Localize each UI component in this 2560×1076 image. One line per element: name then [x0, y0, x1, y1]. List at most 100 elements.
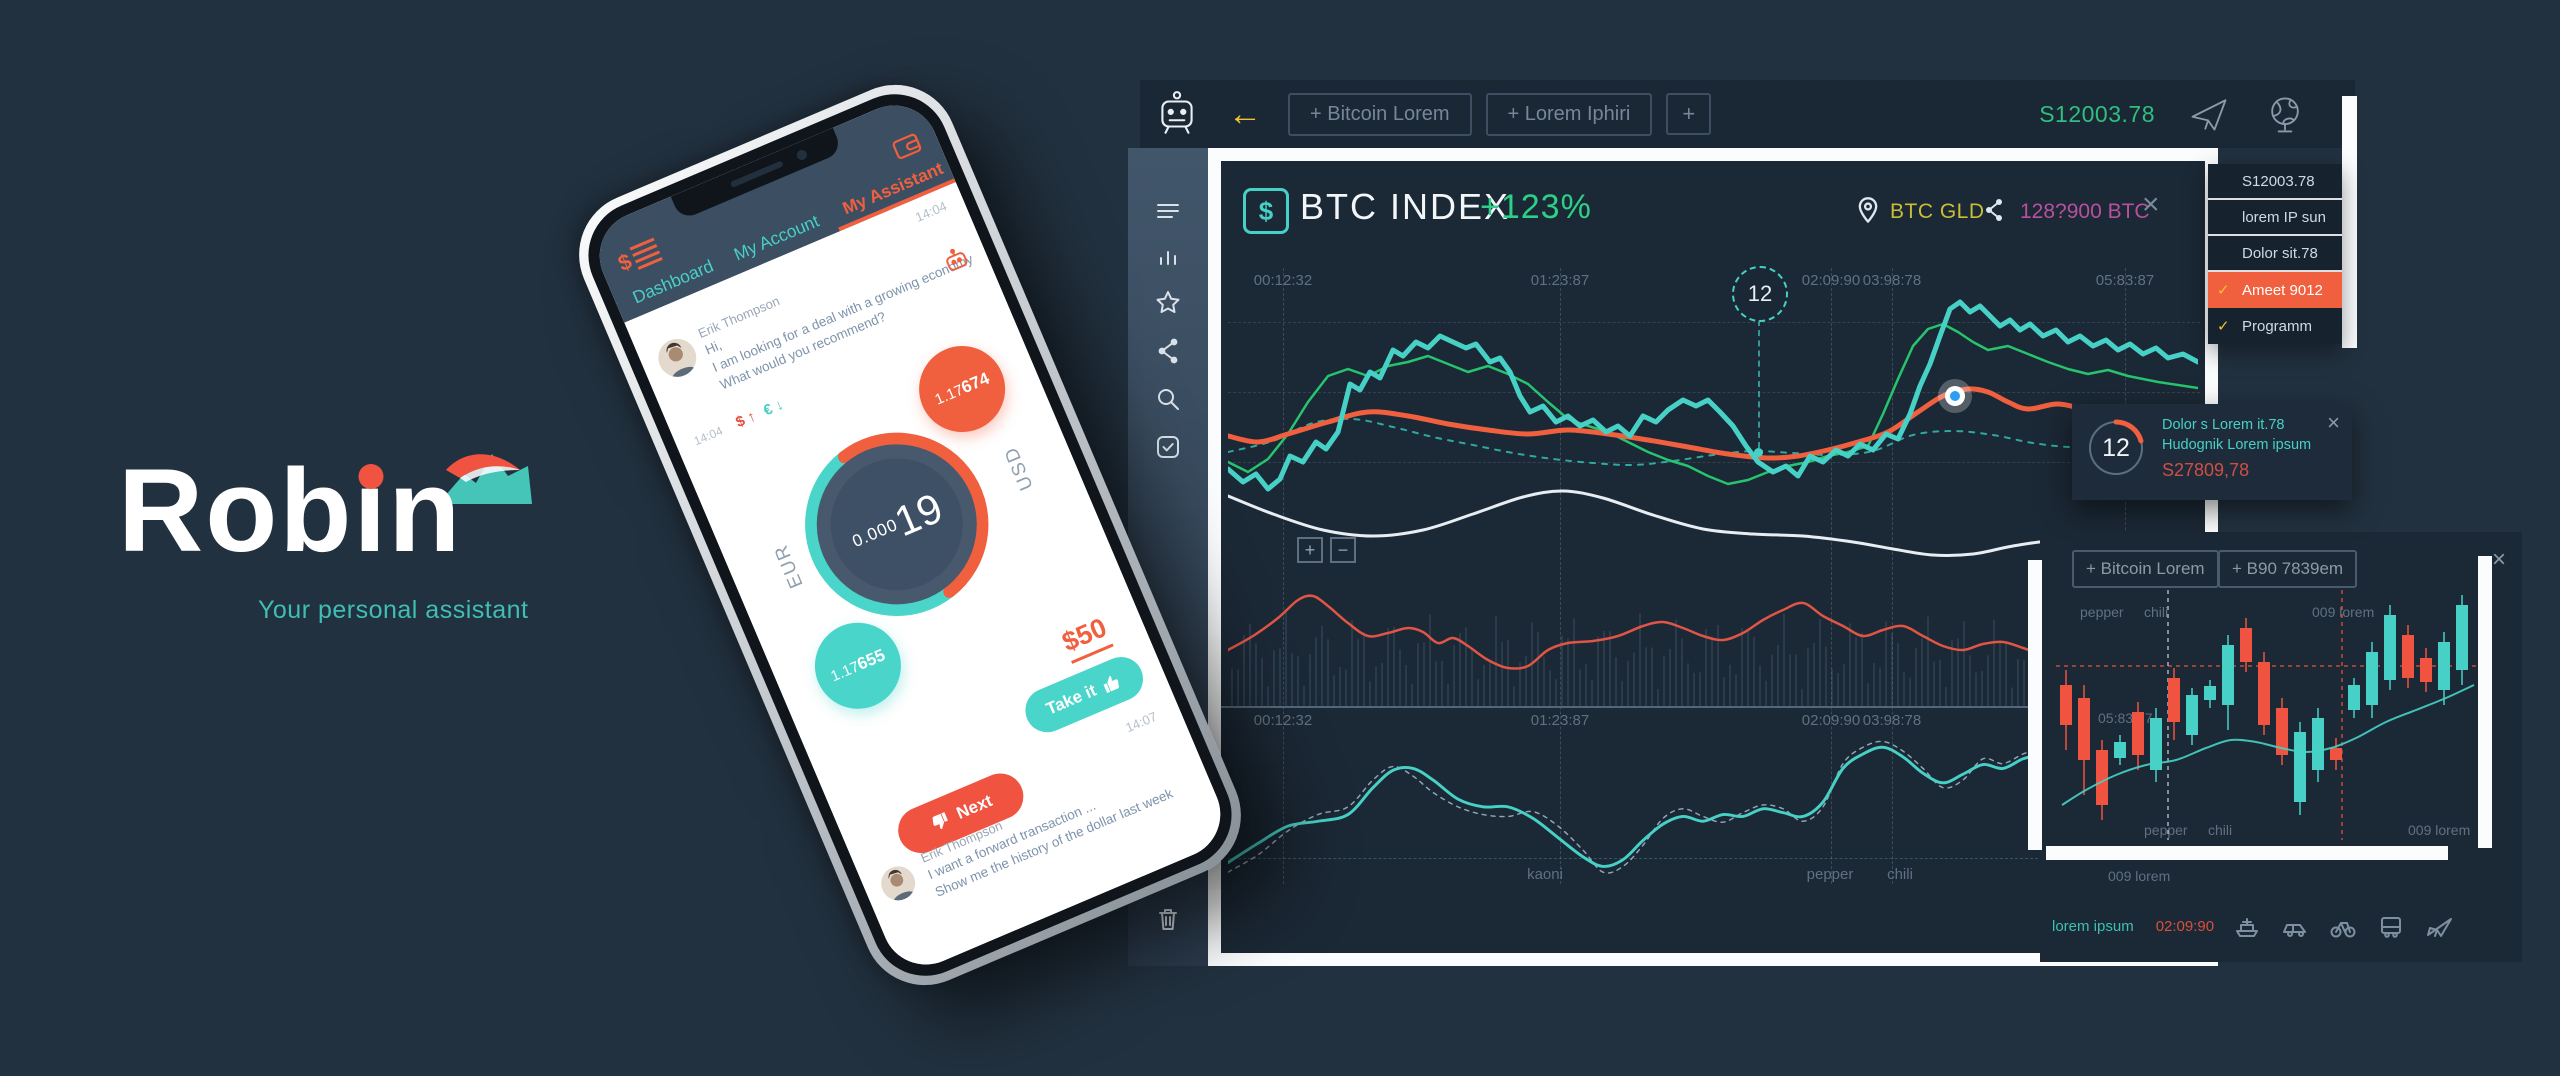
chart-divider — [1221, 706, 2203, 708]
location-pin-icon[interactable] — [1854, 196, 1882, 224]
bar-chart-icon[interactable] — [1153, 242, 1183, 272]
bicycle-icon[interactable] — [2328, 911, 2358, 941]
gridline — [1560, 268, 1561, 884]
axis-tick: 00:12:32 — [1253, 712, 1313, 729]
axis-tick: 02:09:90 — [1801, 712, 1861, 729]
thumb-up-icon — [1103, 676, 1120, 693]
candlestick-panel: + Bitcoin Lorem + B90 7839em × pepper ch… — [2028, 532, 2522, 962]
gridline — [1228, 322, 2200, 323]
menu-item[interactable]: ✓ Programm — [2217, 317, 2313, 336]
menu-item-selected[interactable]: ✓ Ameet 9012 — [2208, 272, 2342, 308]
axis-tick: pepper — [2144, 822, 2188, 838]
phone-screen: $ Dashboard My Account My Assistant — [586, 91, 1234, 979]
footer-time: 02:09:90 — [2155, 917, 2215, 935]
marker-dropline — [1758, 320, 1760, 448]
menu-item[interactable]: lorem IP sun — [2208, 200, 2342, 236]
dashboard-topbar: ← + Bitcoin Lorem + Lorem Iphiri + S1200… — [1140, 80, 2355, 148]
panel-tab-bitcoin-lorem[interactable]: + Bitcoin Lorem — [2072, 550, 2219, 588]
send-plane-icon[interactable] — [2187, 92, 2231, 136]
add-tab-button[interactable]: + — [1666, 93, 1712, 135]
close-icon[interactable]: × — [2142, 188, 2160, 221]
plane-icon[interactable] — [2424, 911, 2454, 941]
sender-name: Erik Thompson — [695, 293, 782, 341]
axis-tick: kaoni — [1527, 866, 1563, 883]
menu-frame-bar — [2342, 96, 2357, 348]
pair-label[interactable]: BTC GLD — [1890, 200, 1985, 223]
close-icon[interactable]: × — [2327, 410, 2340, 435]
active-point-marker[interactable] — [1938, 379, 1972, 413]
thumb-down-icon — [932, 812, 948, 830]
time-marker-bubble: 12 — [1732, 266, 1788, 322]
axis-tick: 03:98:78 — [1862, 712, 1922, 729]
gridline — [1228, 462, 2200, 463]
axis-tick: pepper — [2080, 604, 2124, 620]
wallet-icon[interactable] — [887, 126, 926, 165]
brand-tagline: Your personal assistant — [258, 596, 529, 624]
phone-body: $ Dashboard My Account My Assistant — [559, 65, 1261, 1005]
panel-frame-bar — [2478, 556, 2492, 848]
next-button[interactable]: Next — [891, 766, 1031, 861]
phone-bezel: $ Dashboard My Account My Assistant — [571, 77, 1249, 993]
axis-tick: 01:23:87 — [1530, 272, 1590, 289]
tooltip-price: S27809,78 — [2162, 460, 2250, 480]
topbar-tab-bitcoin-lorem[interactable]: + Bitcoin Lorem — [1288, 92, 1472, 136]
signal-chart — [1226, 730, 2042, 876]
check-icon: ✓ — [2217, 318, 2230, 335]
axis-tick: 01:23:87 — [1530, 712, 1590, 729]
currency-right: USD — [1000, 442, 1038, 494]
zoom-out-button[interactable]: − — [1330, 537, 1356, 563]
volume-amount: 128?900 BTC — [2020, 200, 2150, 223]
dropdown-menu: S12003.78 lorem IP sun Dolor sit.78 ✓ Am… — [2208, 164, 2342, 344]
checkbox-icon[interactable] — [1153, 432, 1183, 462]
share-icon[interactable] — [1153, 336, 1183, 366]
axis-tick: 05:83:87 — [2095, 272, 2155, 289]
timestamp: 14:04 — [913, 198, 949, 225]
back-arrow-icon[interactable]: ← — [1228, 95, 1262, 133]
star-icon[interactable] — [1153, 288, 1183, 318]
menu-item[interactable]: Dolor sit.78 — [2208, 236, 2342, 272]
panel-tab-b90[interactable]: + B90 7839em — [2218, 550, 2358, 588]
eur-down-indicator: € ↓ — [760, 395, 787, 420]
topbar-tab-lorem-iphiri[interactable]: + Lorem Iphiri — [1485, 92, 1653, 136]
axis-tick: pepper — [1806, 866, 1854, 883]
exchange-rate: 0.000 19 — [849, 483, 950, 552]
message-line: Hi, — [702, 337, 724, 358]
menu-item[interactable]: S12003.78 — [2208, 164, 2342, 200]
search-icon[interactable] — [1153, 384, 1183, 414]
panel-footer: lorem ipsum 02:09:90 — [2040, 904, 2522, 948]
oscillator-chart — [1226, 588, 2042, 708]
gridline — [1228, 858, 2038, 859]
globe-icon[interactable] — [2263, 92, 2307, 136]
ship-icon[interactable] — [2232, 911, 2262, 941]
axis-tick: 009 lorem — [2408, 822, 2471, 838]
axis-tick: chili — [2144, 604, 2169, 620]
close-icon[interactable]: × — [2491, 546, 2506, 573]
trash-icon[interactable] — [1153, 904, 1183, 934]
take-it-button[interactable]: Take it — [1018, 650, 1150, 740]
usd-up-indicator: $ ↑ — [733, 407, 759, 432]
dollar-badge-icon: $ — [1243, 188, 1289, 234]
zoom-in-button[interactable]: + — [1297, 537, 1323, 563]
avatar — [875, 861, 921, 906]
axis-tick: chili — [1887, 866, 1913, 883]
car-icon[interactable] — [2280, 911, 2310, 941]
tooltip-gauge-icon — [2089, 419, 2144, 475]
panel-frame-bar — [2046, 846, 2448, 860]
axis-tick: 00:12:32 — [1253, 272, 1313, 289]
gridline — [1228, 392, 2200, 393]
share-arrow-icon[interactable] — [1982, 198, 2006, 222]
axis-tick: 009 lorem — [2312, 604, 2375, 620]
gridline — [1892, 268, 1893, 884]
phone-menu-icon[interactable]: $ — [614, 237, 664, 277]
avatar — [652, 332, 703, 383]
panel-frame-bar — [2028, 560, 2042, 850]
chart-zoom-controls: + − — [1297, 537, 1356, 563]
brand-bird-icon — [436, 448, 536, 512]
gridline — [1831, 268, 1832, 884]
index-title: BTC INDEX — [1300, 186, 1511, 227]
bus-icon[interactable] — [2376, 911, 2406, 941]
tooltip-text: Dolor s Lorem it.78 Hudognik Lorem ipsum — [2162, 417, 2312, 453]
axis-tick: 03:98:78 — [1862, 272, 1922, 289]
menu-icon[interactable] — [1153, 196, 1183, 226]
axis-tick: 02:09:90 — [1801, 272, 1861, 289]
